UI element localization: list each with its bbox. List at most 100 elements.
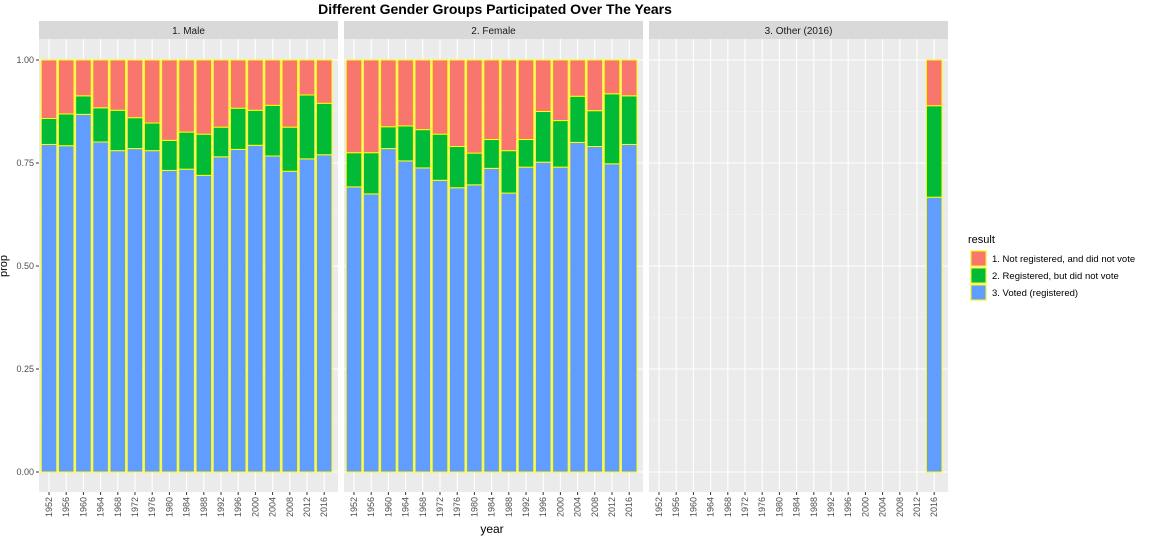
bar-voted <box>552 166 569 473</box>
x-tick-label: 1980 <box>469 497 479 517</box>
bar-voted <box>448 187 466 473</box>
bar-registered-not-voted <box>143 122 161 152</box>
y-tick-label: 0.75 <box>16 158 34 168</box>
bar-not-registered <box>397 59 414 127</box>
x-tick-label: 1976 <box>452 497 462 517</box>
x-tick-label: 1980 <box>164 497 174 517</box>
x-tick-label: 1952 <box>44 497 54 517</box>
x-tick-label: 1996 <box>233 497 243 517</box>
bar-voted <box>315 154 333 473</box>
x-tick-label: 1984 <box>182 497 192 517</box>
bar-voted <box>397 160 414 473</box>
x-tick-label: 2008 <box>590 497 600 517</box>
bar-voted <box>264 155 281 473</box>
bar-voted <box>586 146 604 473</box>
bar-registered-not-voted <box>925 105 943 198</box>
x-tick-label: 1960 <box>688 497 698 517</box>
bar-voted <box>109 150 127 473</box>
x-tick-label: 1984 <box>487 497 497 517</box>
bar-not-registered <box>143 59 161 124</box>
x-tick-label: 1988 <box>809 497 819 517</box>
bar-not-registered <box>380 59 397 128</box>
bar-registered-not-voted <box>569 95 586 143</box>
x-tick-label: 2016 <box>319 497 329 517</box>
bar-voted <box>40 143 58 473</box>
bar-voted <box>247 144 264 473</box>
x-tick-label: 1960 <box>78 497 88 517</box>
bar-voted <box>345 186 363 473</box>
y-axis: 0.00 0.25 0.50 0.75 1.00 <box>16 55 39 477</box>
bar-voted <box>569 141 586 473</box>
y-tick-label: 0.25 <box>16 364 34 374</box>
legend-swatch <box>970 267 987 284</box>
x-tick-label: 2008 <box>285 497 295 517</box>
bar-not-registered <box>414 59 432 131</box>
x-tick-label: 2016 <box>929 497 939 517</box>
x-tick-label: 1972 <box>130 497 140 517</box>
legend-swatch <box>970 250 987 267</box>
x-tick-label: 1972 <box>740 497 750 517</box>
x-tick-label: 1968 <box>723 497 733 517</box>
bar-not-registered <box>264 59 281 106</box>
x-tick-label: 1988 <box>504 497 514 517</box>
x-tick-label: 2000 <box>555 497 565 517</box>
legend-entry-label: 1. Not registered, and did not vote <box>992 254 1135 265</box>
facet-panel: 3. Other (2016) 1952 1956 1960 1964 1968 1972 1… <box>649 21 948 517</box>
facet-strip <box>344 21 643 39</box>
facet-strip-label: 3. Other (2016) <box>765 26 833 37</box>
bar-registered-not-voted <box>92 107 109 143</box>
bar-not-registered <box>229 59 247 109</box>
bar-registered-not-voted <box>586 110 604 148</box>
y-tick-label: 0.50 <box>16 261 34 271</box>
bar-not-registered <box>534 59 552 112</box>
bar-not-registered <box>75 59 92 97</box>
bar-not-registered <box>925 59 943 107</box>
bar-not-registered <box>603 59 621 95</box>
x-tick-label: 1960 <box>383 497 393 517</box>
bar-registered-not-voted <box>109 109 127 152</box>
bar-registered-not-voted <box>534 111 552 163</box>
bar-not-registered <box>57 59 75 115</box>
x-tick-label: 1996 <box>843 497 853 517</box>
bar-voted <box>281 170 299 473</box>
x-tick-label: 2008 <box>895 497 905 517</box>
bar-registered-not-voted <box>281 126 299 172</box>
bar-not-registered <box>569 59 586 97</box>
bar-voted <box>534 161 552 473</box>
bar-registered-not-voted <box>161 139 178 171</box>
y-axis-label: prop <box>0 255 10 277</box>
bar-not-registered <box>483 59 500 141</box>
bar-registered-not-voted <box>212 126 230 158</box>
bar-voted <box>212 156 230 473</box>
facet-panel: 1. Male 1952 1956 1960 1964 1968 1972 1976 1980 1… <box>39 21 338 517</box>
bar-voted <box>362 193 380 473</box>
bar-not-registered <box>178 59 195 133</box>
bar-not-registered <box>466 59 483 154</box>
legend-entry-label: 3. Voted (registered) <box>992 288 1078 299</box>
bar-not-registered <box>126 59 144 119</box>
bar-registered-not-voted <box>414 129 432 169</box>
y-tick-label: 1.00 <box>16 55 34 65</box>
bar-voted <box>92 141 109 473</box>
bar-not-registered <box>345 59 363 154</box>
x-tick-label: 1956 <box>61 497 71 517</box>
bar-not-registered <box>195 59 213 135</box>
x-tick-label: 1976 <box>757 497 767 517</box>
bar-registered-not-voted <box>247 109 264 146</box>
bar-registered-not-voted <box>40 118 58 145</box>
bar-registered-not-voted <box>195 133 213 176</box>
x-axis-label: year <box>480 522 503 536</box>
bar-voted <box>298 158 316 473</box>
x-tick-label: 2012 <box>607 497 617 517</box>
bar-registered-not-voted <box>380 126 397 150</box>
x-tick-label: 1976 <box>147 497 157 517</box>
bar-voted <box>466 184 483 473</box>
x-tick-label: 1988 <box>199 497 209 517</box>
facet-strip-label: 1. Male <box>172 26 205 37</box>
bar-registered-not-voted <box>431 133 449 181</box>
x-tick-label: 1992 <box>521 497 531 517</box>
bar-voted <box>229 148 247 473</box>
bar-not-registered <box>500 59 518 152</box>
bar-voted <box>620 143 638 473</box>
bar-registered-not-voted <box>362 152 380 195</box>
